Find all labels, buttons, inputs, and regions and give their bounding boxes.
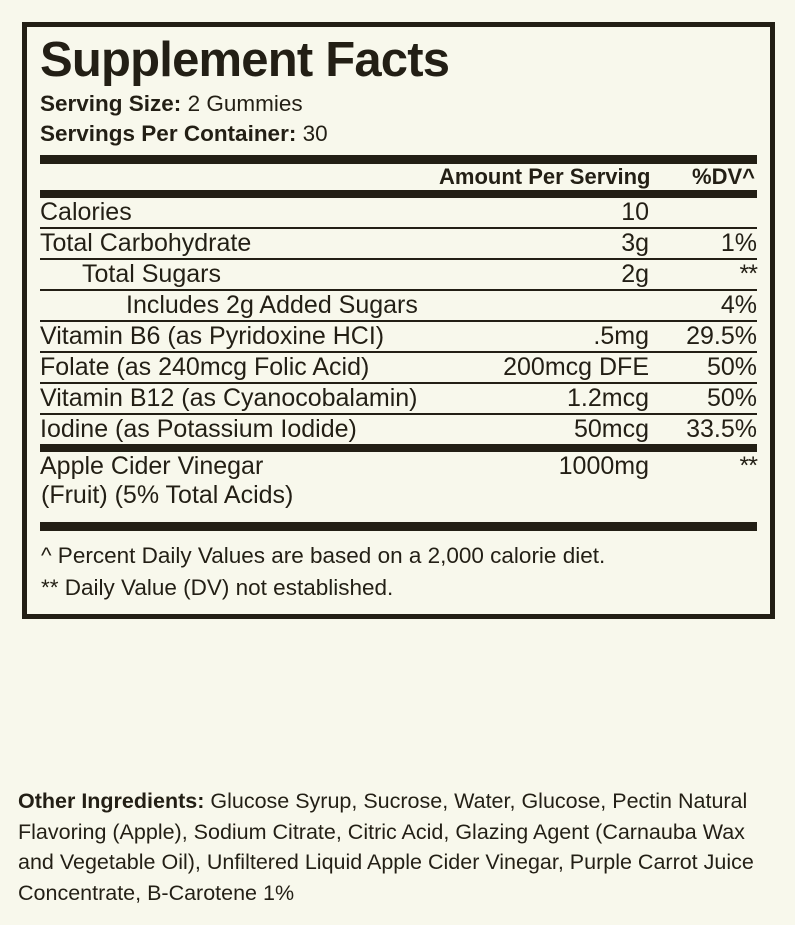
- divider-after-header: [40, 190, 757, 199]
- row-name-apple-cider-vinegar: Apple Cider Vinegar: [40, 452, 264, 481]
- row-amount-added-sugars: [439, 291, 649, 320]
- header-spacer-cell: [40, 164, 439, 190]
- table-row: Folate (as 240mcg Folic Acid) 200mcg DFE…: [40, 353, 757, 382]
- nutrition-rows-table-5: Vitamin B6 (as Pyridoxine HCI) .5mg 29.5…: [40, 322, 757, 351]
- nutrition-rows-table-7: Vitamin B12 (as Cyanocobalamin) 1.2mcg 5…: [40, 384, 757, 413]
- row-amount-total-carbohydrate: 3g: [621, 229, 649, 258]
- row-name-vitamin-b12: Vitamin B12 (as Cyanocobalamin): [40, 384, 418, 413]
- row-amount-vitamin-b12: 1.2mcg: [567, 384, 649, 413]
- row-divider-4: [40, 320, 757, 323]
- table-row: Calories 10: [40, 198, 757, 227]
- row-name-vitamin-b6: Vitamin B6 (as Pyridoxine HCI): [40, 322, 385, 351]
- row-name-iodine: Iodine (as Potassium Iodide): [40, 415, 357, 444]
- serving-size-label: Serving Size:: [40, 90, 182, 116]
- nutrition-rows-table: Calories 10: [40, 198, 757, 227]
- row-dv-vitamin-b6: 29.5%: [686, 322, 757, 351]
- row-name-apple-cider-vinegar-line2: (Fruit) (5% Total Acids): [41, 481, 294, 510]
- acv-table: Apple Cider Vinegar 1000mg **: [40, 452, 758, 481]
- row-amount-iodine: 50mcg: [573, 415, 649, 444]
- servings-per-container-line: Servings Per Container: 30: [40, 119, 757, 149]
- other-ingredients: Other Ingredients: Glucose Syrup, Sucrose…: [18, 786, 774, 908]
- row-dv-total-carbohydrate: 1%: [720, 229, 757, 258]
- servings-per-container-value: 30: [302, 121, 328, 147]
- row-divider-5: [40, 351, 757, 354]
- page-title: Supplement Facts: [40, 33, 450, 87]
- servings-per-container-label: Servings Per Container:: [40, 121, 297, 147]
- row-amount-calories: 10: [621, 198, 649, 227]
- table-row: Vitamin B12 (as Cyanocobalamin) 1.2mcg 5…: [40, 384, 757, 413]
- row-amount-total-sugars: 2g: [621, 260, 649, 289]
- row-name-total-sugars: Total Sugars: [82, 260, 221, 289]
- nutrition-rows-table-2: Total Carbohydrate 3g 1%: [40, 229, 757, 258]
- row-amount-apple-cider-vinegar: 1000mg: [558, 452, 649, 481]
- row-divider-2: [40, 258, 757, 261]
- row-divider-3: [40, 289, 757, 292]
- row-divider-7: [40, 413, 757, 416]
- row-dv-folate: 50%: [706, 353, 757, 382]
- nutrition-rows-table-4: Includes 2g Added Sugars 4%: [40, 291, 757, 320]
- table-row: Total Carbohydrate 3g 1%: [40, 229, 757, 258]
- nutrition-rows-table-8: Iodine (as Potassium Iodide) 50mcg 33.5%: [40, 415, 757, 444]
- row-name-calories: Calories: [40, 198, 132, 227]
- row-amount-folate: 200mcg DFE: [503, 353, 649, 382]
- serving-size-line: Serving Size: 2 Gummies: [40, 89, 757, 119]
- footnote-percent-daily-values: ^ Percent Daily Values are based on a 2,…: [41, 543, 606, 569]
- row-dv-iodine: 33.5%: [686, 415, 757, 444]
- other-ingredients-label: Other Ingredients:: [18, 789, 205, 813]
- row-divider-1: [40, 227, 757, 230]
- row-name-total-carbohydrate: Total Carbohydrate: [40, 229, 252, 258]
- table-row: Apple Cider Vinegar 1000mg **: [40, 452, 758, 481]
- row-amount-vitamin-b6: .5mg: [593, 322, 649, 351]
- table-row: Total Sugars 2g **: [40, 260, 758, 289]
- row-divider-6: [40, 382, 757, 385]
- row-dv-added-sugars: 4%: [720, 291, 757, 320]
- row-dv-total-sugars: **: [739, 260, 758, 289]
- nutrition-rows-table-3: Total Sugars 2g **: [40, 260, 758, 289]
- table-row: Includes 2g Added Sugars 4%: [40, 291, 757, 320]
- footnote-daily-value-not-established: ** Daily Value (DV) not established.: [41, 575, 394, 601]
- footnotes: ^ Percent Daily Values are based on a 2,…: [40, 531, 757, 614]
- divider-after-servings: [40, 155, 757, 165]
- row-name-added-sugars: Includes 2g Added Sugars: [126, 291, 418, 320]
- row-dv-calories: [649, 198, 757, 227]
- percent-dv-header: %DV^: [692, 164, 755, 190]
- divider-before-footnotes: [40, 522, 757, 532]
- table-row: Vitamin B6 (as Pyridoxine HCI) .5mg 29.5…: [40, 322, 757, 351]
- other-ingredients-text: Glucose Syrup, Sucrose, Water, Glucose, …: [18, 789, 754, 905]
- serving-size-value: 2 Gummies: [187, 90, 303, 116]
- divider-before-acv: [40, 444, 757, 453]
- row-dv-vitamin-b12: 50%: [706, 384, 757, 413]
- row-name-folate: Folate (as 240mcg Folic Acid): [40, 353, 370, 382]
- nutrition-rows-table-6: Folate (as 240mcg Folic Acid) 200mcg DFE…: [40, 353, 757, 382]
- row-dv-apple-cider-vinegar: **: [739, 452, 758, 481]
- supplement-facts-panel: Supplement Facts Serving Size: 2 Gummies…: [22, 22, 775, 620]
- nutrition-table: Amount Per Serving %DV^: [40, 164, 757, 190]
- amount-per-serving-header: Amount Per Serving: [439, 164, 651, 190]
- table-row: Iodine (as Potassium Iodide) 50mcg 33.5%: [40, 415, 757, 444]
- table-header-row: Amount Per Serving %DV^: [40, 164, 757, 190]
